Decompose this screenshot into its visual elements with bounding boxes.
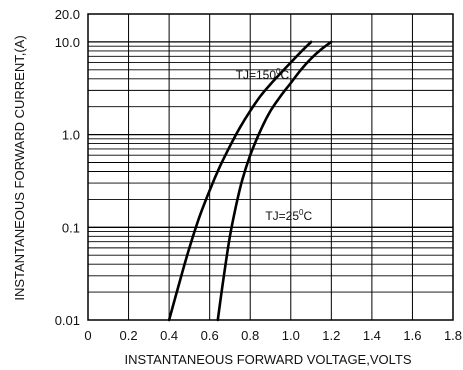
series-label: TJ=250C: [265, 208, 312, 223]
y-tick-label: 0.1: [62, 220, 80, 235]
y-axis-label: INSTANTANEOUS FORWARD CURRENT,(A): [12, 35, 27, 300]
plot-frame: [87, 13, 454, 321]
x-tick-label: 1.4: [363, 328, 381, 343]
x-tick-label: 0.2: [120, 328, 138, 343]
series-layer: [167, 40, 333, 322]
y-tick-label: 1.0: [62, 128, 80, 143]
x-axis-label: INSTANTANEOUS FORWARD VOLTAGE,VOLTS: [125, 352, 412, 367]
series-labels: TJ=1500C TJ=250C: [236, 67, 313, 223]
x-tick-label: 0.8: [241, 328, 259, 343]
x-tick-label: 1.2: [322, 328, 340, 343]
y-tick-label: 10.0: [55, 35, 80, 50]
y-tick-labels: 0.01 0.1 1.0 10.0 20.0: [55, 7, 80, 328]
y-tick-label: 0.01: [55, 313, 80, 328]
series-line: [216, 40, 333, 322]
x-tick-label: 1.6: [403, 328, 421, 343]
series-label: TJ=1500C: [236, 67, 290, 82]
x-tick-label: 1.8: [444, 328, 462, 343]
x-tick-labels: 0 0.2 0.4 0.6 0.8 1.0 1.2 1.4 1.6 1.8: [84, 328, 462, 343]
x-tick-label: 0.4: [160, 328, 178, 343]
x-tick-label: 0: [84, 328, 91, 343]
x-tick-label: 1.0: [282, 328, 300, 343]
grid: [88, 14, 453, 320]
y-tick-label: 20.0: [55, 7, 80, 22]
series-line: [167, 40, 313, 322]
x-tick-label: 0.6: [201, 328, 219, 343]
